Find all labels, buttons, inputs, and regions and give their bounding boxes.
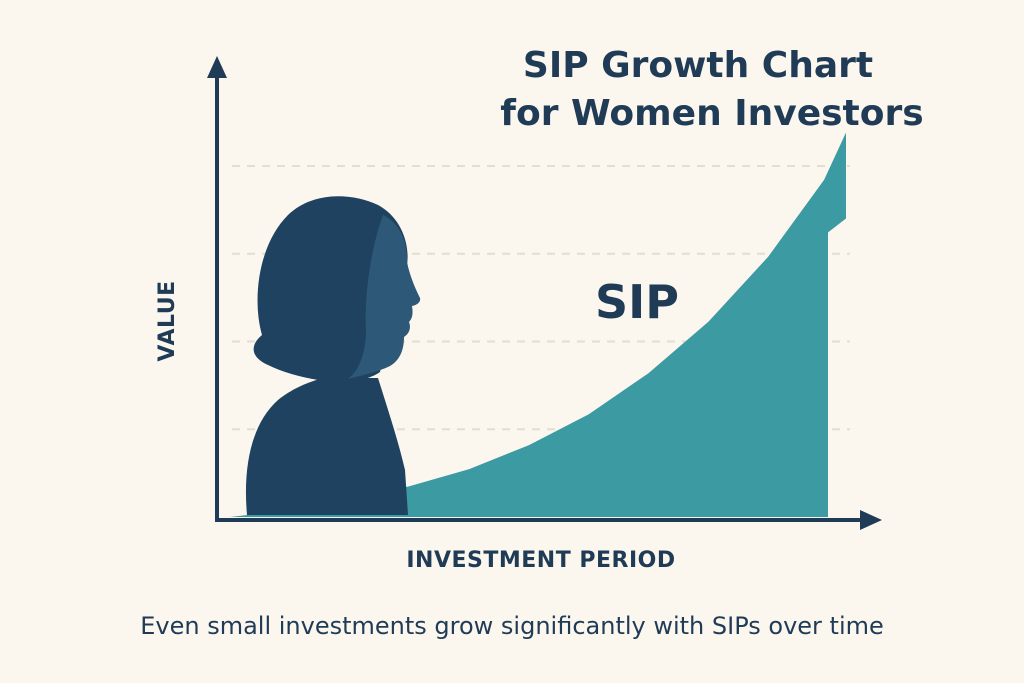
y-axis-label: VALUE [155,280,180,361]
y-axis-arrowhead [207,56,227,78]
silhouette-face [348,215,421,379]
series-label-sip: SIP [595,275,679,329]
x-axis-arrowhead [860,510,882,530]
silhouette-torso [245,378,408,515]
chart-title-line-1: SIP Growth Chart [523,45,873,86]
sip-growth-area [230,174,828,517]
area-layer [230,174,828,517]
chart-caption: Even small investments grow significantl… [140,612,884,640]
chart-title-line-2: for Women Investors [500,93,923,134]
trend-arrowhead [784,132,846,267]
x-axis-label: INVESTMENT PERIOD [406,548,675,573]
axes [207,56,882,530]
trend-arrow-layer [784,132,846,267]
woman-silhouette-illustration [245,196,421,515]
